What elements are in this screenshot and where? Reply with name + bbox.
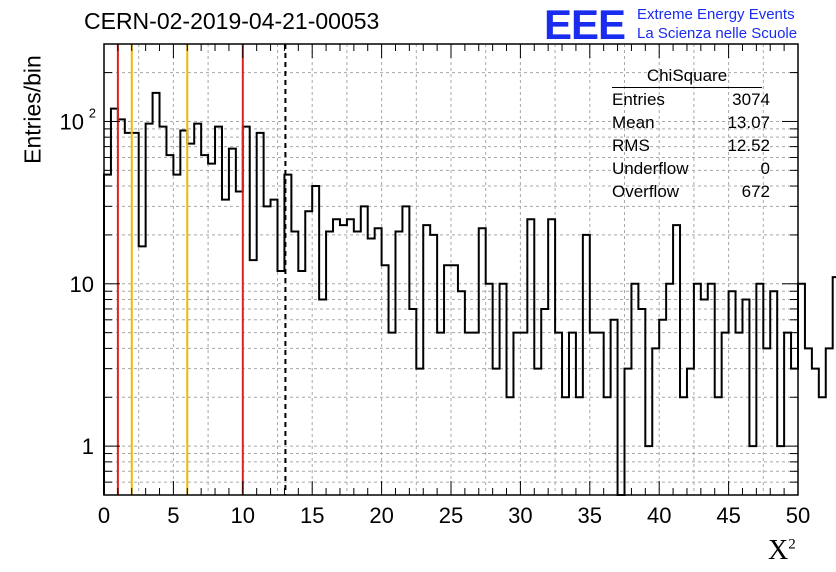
- chart-title: CERN-02-2019-04-21-00053: [84, 8, 380, 34]
- x-tick-label: 50: [786, 503, 810, 528]
- x-tick-label: 35: [578, 503, 602, 528]
- y-axis-label: Entries/bin: [19, 55, 46, 164]
- y-tick-label-exponent: 2: [89, 105, 96, 120]
- y-tick-label: 10: [60, 109, 84, 134]
- eee-logo: EEE: [544, 1, 626, 48]
- stats-row-overflow: Overflow 672: [612, 182, 770, 201]
- x-tick-label: 20: [369, 503, 393, 528]
- y-tick-label: 10: [70, 272, 94, 297]
- x-tick-label: 30: [508, 503, 532, 528]
- stats-row-mean: Mean 13.07: [612, 113, 770, 132]
- x-axis-label: X2: [768, 535, 796, 566]
- x-tick-label: 45: [716, 503, 740, 528]
- eee-subtitle-1: Extreme Energy Events: [637, 6, 795, 23]
- x-tick-label: 15: [300, 503, 324, 528]
- x-tick-label: 10: [231, 503, 255, 528]
- stats-header: ChiSquare: [612, 66, 762, 88]
- stats-box: ChiSquare Entries 3074 Mean 13.07 RMS 12.52…: [612, 66, 780, 203]
- eee-subtitle-2: La Scienza nelle Scuole: [637, 25, 798, 42]
- x-tick-label: 0: [98, 503, 110, 528]
- y-tick-label: 1: [82, 434, 94, 459]
- histogram-series: [103, 91, 836, 496]
- stats-row-underflow: Underflow 0: [612, 159, 770, 178]
- x-tick-label: 25: [439, 503, 463, 528]
- x-tick-label: 40: [647, 503, 671, 528]
- stats-row-entries: Entries 3074: [612, 90, 770, 109]
- stats-row-rms: RMS 12.52: [612, 136, 770, 155]
- x-tick-label: 5: [167, 503, 179, 528]
